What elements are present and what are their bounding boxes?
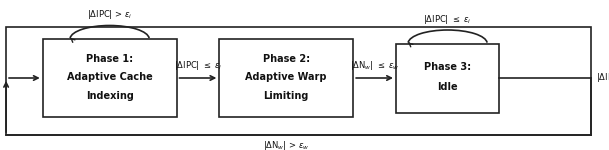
Bar bbox=[6, 27, 591, 135]
Text: |$\Delta$IPC| $\leq$ $\varepsilon$$_i$: |$\Delta$IPC| $\leq$ $\varepsilon$$_i$ bbox=[423, 12, 472, 26]
Text: |$\Delta$IPC| $\leq$ $\varepsilon$$_i$: |$\Delta$IPC| $\leq$ $\varepsilon$$_i$ bbox=[174, 59, 222, 72]
Bar bbox=[396, 44, 499, 112]
Text: |$\Delta$IPC| > $\varepsilon$$_i$: |$\Delta$IPC| > $\varepsilon$$_i$ bbox=[87, 8, 132, 21]
Text: Adaptive Cache: Adaptive Cache bbox=[67, 72, 152, 81]
Text: |$\Delta$IPC| > $\varepsilon$$_i$: |$\Delta$IPC| > $\varepsilon$$_i$ bbox=[596, 72, 609, 84]
Text: Adaptive Warp: Adaptive Warp bbox=[245, 72, 327, 81]
Text: Phase 1:: Phase 1: bbox=[86, 54, 133, 63]
Text: Phase 2:: Phase 2: bbox=[262, 54, 310, 63]
Text: Phase 3:: Phase 3: bbox=[424, 63, 471, 72]
Text: Idle: Idle bbox=[437, 82, 458, 92]
Text: Limiting: Limiting bbox=[264, 91, 309, 101]
Text: |$\Delta$N$_w$| > $\varepsilon$$_w$: |$\Delta$N$_w$| > $\varepsilon$$_w$ bbox=[263, 140, 309, 150]
Bar bbox=[43, 39, 177, 117]
Text: Indexing: Indexing bbox=[86, 91, 133, 101]
Bar bbox=[219, 39, 353, 117]
Text: |$\Delta$N$_w$| $\leq$ $\varepsilon$$_w$: |$\Delta$N$_w$| $\leq$ $\varepsilon$$_w$ bbox=[350, 59, 400, 72]
